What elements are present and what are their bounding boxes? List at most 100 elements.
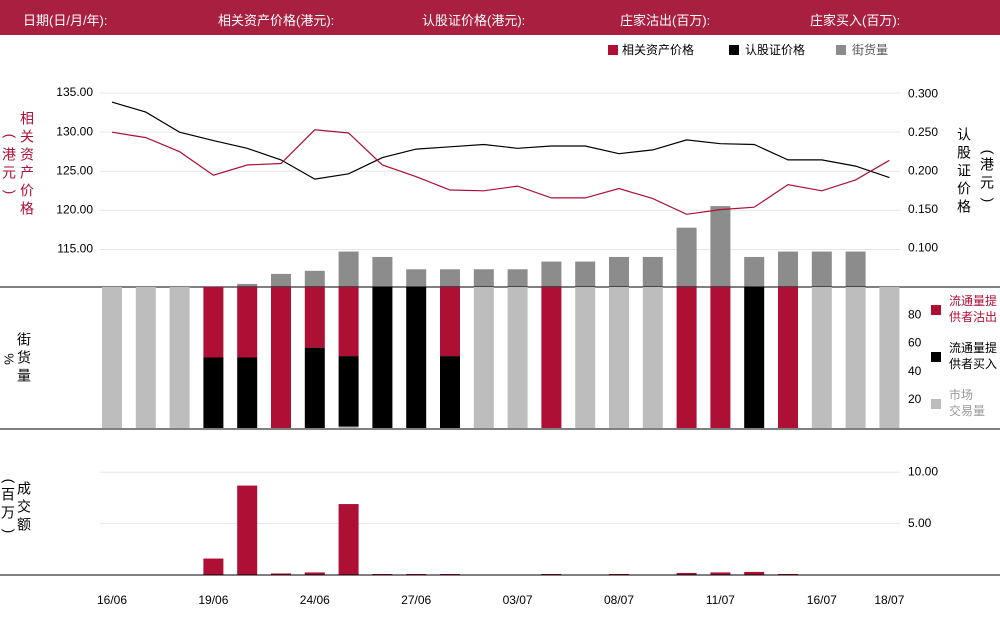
y-right-title-char: 认 bbox=[957, 127, 971, 143]
y-left-unit-char: 港 bbox=[2, 147, 16, 163]
mm-sell-bar bbox=[237, 287, 258, 358]
y-left-tick: 130.00 bbox=[56, 124, 93, 138]
y-right-title-char: 股 bbox=[957, 145, 971, 161]
outstanding-bar bbox=[811, 251, 832, 287]
turnover-bar bbox=[609, 573, 629, 575]
outstanding-bar bbox=[541, 261, 562, 287]
legend-swatch-sell bbox=[931, 305, 941, 315]
asset-price-label: 相关资产价格(港元): bbox=[218, 13, 335, 28]
market-volume-bar bbox=[338, 426, 359, 428]
bottom-y-title-char: 额 bbox=[17, 517, 31, 533]
bottom-y-title-char: 交 bbox=[17, 499, 31, 515]
outstanding-bar bbox=[744, 256, 765, 287]
market-volume-bar bbox=[642, 287, 663, 428]
turnover-bar bbox=[372, 573, 393, 575]
y-right-tick: 0.100 bbox=[908, 241, 938, 255]
x-tick-label: 03/07 bbox=[503, 593, 533, 607]
y-right-title-char: 格 bbox=[957, 199, 971, 215]
legend-swatch-market bbox=[931, 399, 941, 409]
y-left-tick: 125.00 bbox=[56, 163, 93, 177]
outstanding-bar bbox=[676, 227, 697, 287]
turnover-bar bbox=[203, 558, 224, 575]
y-left-tick: 135.00 bbox=[56, 85, 93, 99]
bottom-y-paren: ( bbox=[1, 479, 17, 484]
market-volume-bar bbox=[845, 287, 866, 428]
mm-buy-bar bbox=[304, 347, 325, 428]
mid-y-title-char: 货 bbox=[17, 350, 31, 366]
mm-sell-bar bbox=[440, 287, 460, 357]
outstanding-bar bbox=[609, 256, 629, 287]
market-volume-bar bbox=[811, 287, 832, 428]
header-bar: 日期(日/月/年): 相关资产价格(港元): 认股证价格(港元): 庄家沽出(百… bbox=[0, 0, 1000, 35]
y-left-tick: 115.00 bbox=[57, 242, 93, 256]
bottom-y-unit-char: 百 bbox=[1, 487, 15, 503]
x-tick-label: 16/07 bbox=[807, 593, 837, 607]
y-left-title-char: 关 bbox=[20, 129, 34, 145]
legend-market-label: 交易量 bbox=[949, 403, 985, 418]
turnover-bar bbox=[338, 504, 359, 575]
mm-buy-bar bbox=[440, 356, 460, 428]
legend-warrant-label: 认股证价格 bbox=[745, 42, 805, 57]
mm-sell-bar bbox=[271, 287, 291, 428]
legend-outstanding-label: 街货量 bbox=[852, 42, 888, 57]
market-volume-bar bbox=[609, 287, 629, 428]
x-tick-label: 11/07 bbox=[706, 593, 735, 607]
turnover-bar bbox=[676, 572, 697, 575]
turnover-bar bbox=[440, 573, 460, 575]
y-left-unit-char: 元 bbox=[2, 165, 16, 181]
mm-buy-bar bbox=[203, 357, 224, 428]
legend-swatch-asset bbox=[608, 45, 618, 55]
warrant-price-line bbox=[111, 101, 890, 180]
y-right-paren: ( bbox=[980, 150, 996, 155]
mm-sell-bar bbox=[203, 287, 224, 358]
turnover-bar bbox=[778, 573, 798, 575]
turnover-bar bbox=[744, 571, 765, 575]
mm-buy-bar bbox=[744, 287, 765, 428]
turnover-bar bbox=[237, 485, 258, 575]
bottom-y-title-char: 成 bbox=[17, 481, 31, 497]
mid-y-title-char: 街 bbox=[17, 332, 31, 348]
turnover-bar bbox=[710, 572, 731, 575]
mm-sell-bar bbox=[338, 287, 359, 357]
market-volume-bar bbox=[879, 287, 900, 428]
market-volume-bar bbox=[102, 287, 122, 428]
legend-asset-label: 相关资产价格 bbox=[622, 42, 694, 57]
legend-market-label: 市场 bbox=[949, 387, 973, 402]
outstanding-bar bbox=[237, 283, 258, 287]
mm-sell-bar bbox=[710, 287, 731, 428]
mm-buy-label: 庄家买入(百万): bbox=[810, 13, 901, 28]
y-right-unit-char: 港 bbox=[980, 157, 994, 173]
y-left-title-char: 相 bbox=[20, 111, 34, 127]
y-right-paren: ) bbox=[980, 198, 996, 203]
asset-price-line bbox=[111, 129, 890, 215]
bottom-y-unit-char: 万 bbox=[1, 505, 15, 521]
y-right-title-char: 证 bbox=[957, 163, 971, 179]
date-label: 日期(日/月/年): bbox=[23, 13, 108, 28]
y-left-tick: 120.00 bbox=[56, 203, 93, 217]
y-left-paren: ( bbox=[2, 134, 18, 139]
market-volume-bar bbox=[169, 287, 190, 428]
turnover-bar bbox=[541, 573, 562, 575]
x-tick-label: 24/06 bbox=[300, 593, 330, 607]
bottom-y-tick: 5.00 bbox=[908, 516, 932, 530]
mm-sell-label: 庄家沽出(百万): bbox=[620, 13, 711, 28]
y-right-tick: 0.200 bbox=[908, 164, 938, 178]
legend-swatch-buy bbox=[931, 352, 941, 362]
mm-buy-bar bbox=[237, 357, 258, 428]
outstanding-bar bbox=[406, 269, 427, 287]
market-volume-bar bbox=[575, 287, 596, 428]
outstanding-bar bbox=[575, 261, 596, 287]
mm-sell-bar bbox=[676, 287, 697, 428]
outstanding-bar bbox=[473, 269, 494, 287]
outstanding-bar bbox=[372, 256, 393, 287]
legend-swatch-outstanding bbox=[836, 45, 846, 55]
outstanding-bar bbox=[271, 273, 291, 287]
mm-buy-bar bbox=[372, 287, 393, 428]
mm-sell-bar bbox=[541, 287, 562, 428]
turnover-bar bbox=[406, 573, 427, 575]
bottom-y-tick: 10.00 bbox=[908, 464, 938, 478]
y-left-title-char: 产 bbox=[20, 165, 34, 181]
outstanding-bar bbox=[845, 251, 866, 287]
mid-y-tick: 80 bbox=[908, 307, 922, 321]
x-tick-label: 08/07 bbox=[604, 593, 634, 607]
